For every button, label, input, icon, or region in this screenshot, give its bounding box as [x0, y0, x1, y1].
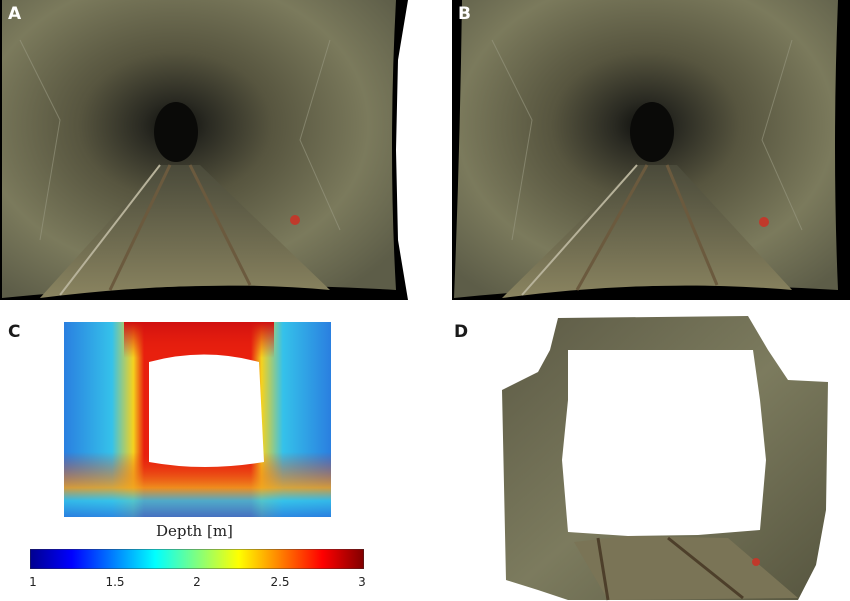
panel-d: D [440, 310, 850, 601]
colorbar-tick-2-5: 2.5 [270, 575, 290, 589]
colorbar-tick-1: 1 [29, 575, 37, 589]
panel-a: A [0, 0, 408, 300]
colorbar-tick-2: 2 [193, 575, 201, 589]
tunnel-photo-a [0, 0, 408, 300]
panel-letter-d: D [454, 322, 469, 342]
panel-letter-b: B [458, 4, 471, 24]
point-cloud-reconstruction [502, 316, 828, 601]
depth-colorbar [30, 549, 364, 569]
colorbar-tick-1-5: 1.5 [105, 575, 125, 589]
panel-c: C [0, 310, 440, 601]
panel-letter-c: C [8, 322, 21, 342]
depth-axis-caption: Depth [m] [156, 522, 233, 540]
colorbar-tick-3: 3 [358, 575, 366, 589]
panel-letter-a: A [8, 4, 22, 24]
tunnel-photo-b [452, 0, 850, 300]
panel-b: B [452, 0, 850, 300]
depth-map-image [64, 322, 331, 517]
